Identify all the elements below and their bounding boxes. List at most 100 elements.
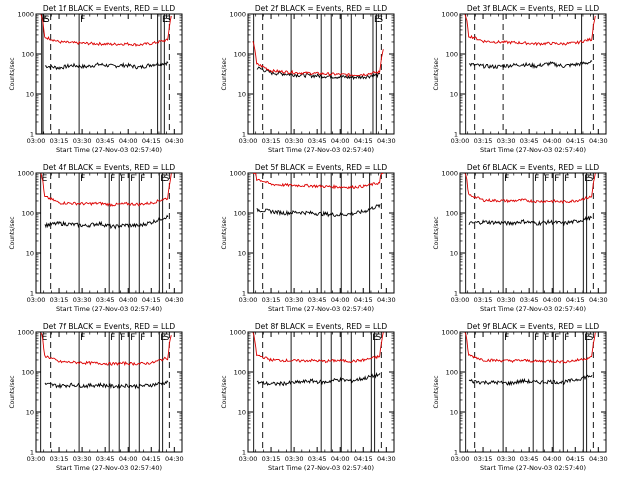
x-tick-label: 03:30 xyxy=(73,455,92,463)
panel-det-6: Det 6f BLACK = Events, RED = LLD 1 10 100 10… xyxy=(433,163,608,313)
flag-label: S xyxy=(164,174,170,184)
panel-det-2: Det 2f BLACK = Events, RED = LLD 1 10 100 10… xyxy=(221,4,396,154)
y-tick-label: 1000 xyxy=(17,329,34,337)
flag-label: F xyxy=(140,333,145,343)
panel-title: Det 3f BLACK = Events, RED = LLD xyxy=(467,4,600,13)
y-tick-label: 1000 xyxy=(229,329,246,337)
series-lld-line xyxy=(252,332,384,364)
y-axis-label: Counts/sec xyxy=(9,375,16,408)
y-tick-label: 1 xyxy=(30,131,34,139)
series-lld-line xyxy=(253,172,384,190)
x-tick-label: 03:15 xyxy=(474,296,493,304)
series-lld-line xyxy=(464,173,596,205)
x-tick-label: 04:30 xyxy=(165,137,184,145)
flag-label: F xyxy=(534,333,539,343)
y-tick-label: 1 xyxy=(30,290,34,298)
x-axis-label: Start Time (27-Nov-03 02:57:40) xyxy=(56,464,162,472)
y-axis-label: Counts/sec xyxy=(433,375,440,408)
y-axis-label: Counts/sec xyxy=(9,57,16,90)
x-tick-label: 03:00 xyxy=(239,296,258,304)
panel-title: Det 8f BLACK = Events, RED = LLD xyxy=(255,322,388,331)
y-tick-label: 1 xyxy=(242,131,246,139)
x-tick-label: 03:45 xyxy=(520,137,539,145)
x-axis-label: Start Time (27-Nov-03 02:57:40) xyxy=(56,305,162,313)
x-tick-label: 04:30 xyxy=(589,296,608,304)
x-tick-label: 03:30 xyxy=(73,296,92,304)
flag-label: S xyxy=(377,15,383,25)
x-tick-label: 04:00 xyxy=(331,455,350,463)
x-tick-label: 04:30 xyxy=(589,455,608,463)
panel-title: Det 6f BLACK = Events, RED = LLD xyxy=(467,163,600,172)
x-tick-label: 03:15 xyxy=(50,137,69,145)
y-tick-label: 100 xyxy=(446,51,458,59)
flag-label: E xyxy=(160,333,166,343)
panel-det-7: Det 7f BLACK = Events, RED = LLD 1 10 100 10… xyxy=(9,322,184,472)
x-tick-label: 03:30 xyxy=(285,296,304,304)
x-tick-label: 04:15 xyxy=(354,296,373,304)
x-tick-label: 04:00 xyxy=(331,296,350,304)
y-tick-label: 10 xyxy=(450,409,458,417)
y-tick-label: 1 xyxy=(454,449,458,457)
flag-label: F xyxy=(544,174,549,184)
y-tick-label: 100 xyxy=(446,210,458,218)
y-axis-label: Counts/sec xyxy=(221,216,228,249)
x-tick-label: 03:30 xyxy=(285,455,304,463)
y-tick-label: 1000 xyxy=(441,170,458,178)
y-tick-label: 10 xyxy=(238,91,246,99)
panel-det-1: Det 1f BLACK = Events, RED = LLD 1 10 100 10… xyxy=(9,4,184,154)
y-axis-label: Counts/sec xyxy=(433,216,440,249)
flag-label: F xyxy=(544,333,549,343)
series-lld-line xyxy=(252,40,384,78)
y-tick-label: 10 xyxy=(26,91,34,99)
y-tick-label: 1 xyxy=(454,290,458,298)
x-axis-label: Start Time (27-Nov-03 02:57:40) xyxy=(268,146,374,154)
flag-label: F xyxy=(534,174,539,184)
panel-det-3: Det 3f BLACK = Events, RED = LLD 1 10 100 10… xyxy=(433,4,608,154)
y-tick-label: 1000 xyxy=(441,11,458,19)
x-tick-label: 03:15 xyxy=(262,296,281,304)
panel-title: Det 2f BLACK = Events, RED = LLD xyxy=(255,4,388,13)
y-tick-label: 1 xyxy=(454,131,458,139)
panel-title: Det 9f BLACK = Events, RED = LLD xyxy=(467,322,600,331)
series-events-line xyxy=(468,215,593,227)
y-tick-label: 100 xyxy=(22,369,34,377)
series-lld-line xyxy=(464,14,596,47)
plot-frame xyxy=(35,13,183,135)
series-lld-line xyxy=(40,332,172,367)
x-tick-label: 04:30 xyxy=(377,296,396,304)
series-events-line xyxy=(256,204,381,218)
series-events-line xyxy=(44,214,169,230)
panel-det-9: Det 9f BLACK = Events, RED = LLD 1 10 100 10… xyxy=(433,322,608,472)
x-tick-label: 03:30 xyxy=(73,137,92,145)
flag-label: S xyxy=(165,15,171,25)
flag-label: F xyxy=(120,174,125,184)
x-tick-label: 04:00 xyxy=(119,137,138,145)
x-tick-label: 03:45 xyxy=(308,137,327,145)
x-tick-label: 04:15 xyxy=(566,455,585,463)
flag-label: E xyxy=(42,333,48,343)
panel-title: Det 7f BLACK = Events, RED = LLD xyxy=(43,322,176,331)
x-tick-label: 03:45 xyxy=(96,137,115,145)
y-tick-label: 1000 xyxy=(17,11,34,19)
y-tick-label: 1000 xyxy=(229,11,246,19)
x-tick-label: 03:30 xyxy=(497,137,516,145)
panel-title: Det 5f BLACK = Events, RED = LLD xyxy=(255,163,388,172)
flag-label: F xyxy=(130,333,135,343)
x-tick-label: 04:00 xyxy=(543,137,562,145)
x-tick-label: 04:15 xyxy=(354,137,373,145)
flag-label: E xyxy=(372,333,378,343)
y-axis-label: Counts/sec xyxy=(221,57,228,90)
x-tick-label: 03:15 xyxy=(50,296,69,304)
y-tick-label: 100 xyxy=(22,51,34,59)
x-tick-label: 04:15 xyxy=(354,455,373,463)
x-tick-label: 04:30 xyxy=(165,296,184,304)
series-lld-line xyxy=(40,14,172,47)
y-tick-label: 1000 xyxy=(229,170,246,178)
flag-label: F xyxy=(554,174,559,184)
y-tick-label: 100 xyxy=(234,210,246,218)
series-events-line xyxy=(44,60,169,71)
x-tick-label: 04:15 xyxy=(142,455,161,463)
x-tick-label: 03:45 xyxy=(308,455,327,463)
x-tick-label: 04:00 xyxy=(119,455,138,463)
